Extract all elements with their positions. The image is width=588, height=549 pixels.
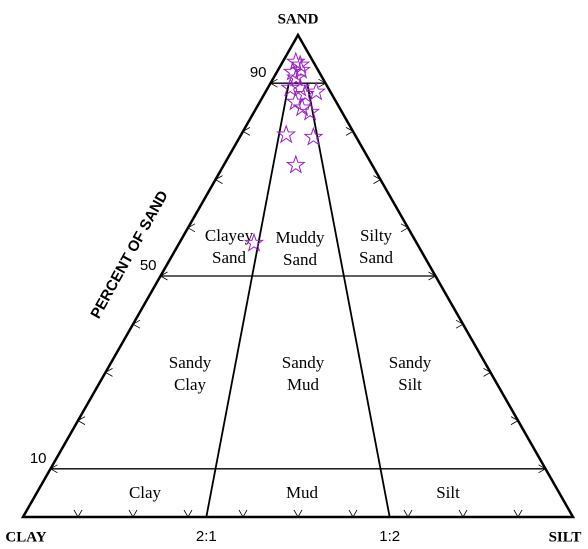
tick-mark — [77, 416, 86, 425]
star-marker — [243, 232, 265, 252]
sand-line-label: 50 — [140, 257, 157, 274]
ratio-line — [205, 83, 290, 518]
apex-label-sand: SAND — [278, 11, 319, 27]
field-label: Sand — [283, 250, 318, 269]
apex-label-silt: SILT — [549, 529, 582, 545]
sand-line-label: 90 — [250, 64, 267, 81]
ratio-line — [306, 83, 391, 518]
field-label: Sandy — [282, 353, 325, 372]
field-label: Silty — [360, 226, 393, 245]
tick-mark — [242, 127, 251, 136]
tick-mark — [73, 509, 83, 518]
tick-mark — [373, 175, 382, 184]
ratio-label: 2:1 — [196, 528, 217, 545]
star-marker — [292, 97, 313, 117]
field-label: Muddy — [275, 228, 325, 247]
field-label: Sandy — [389, 353, 432, 372]
star-marker — [306, 81, 327, 101]
tick-mark — [538, 464, 547, 474]
ratio-label: 1:2 — [379, 528, 400, 545]
field-label: Clay — [129, 483, 162, 502]
tick-mark — [104, 368, 113, 377]
star-marker — [276, 124, 297, 144]
tick-mark — [238, 509, 248, 518]
tick-mark — [510, 416, 519, 425]
star-marker — [294, 83, 315, 103]
star-marker — [285, 154, 306, 174]
tick-mark — [49, 464, 58, 474]
tick-mark — [128, 509, 138, 518]
tick-mark — [428, 271, 437, 281]
tick-mark — [187, 223, 196, 233]
star-marker — [303, 126, 324, 146]
field-label: Sand — [212, 248, 247, 267]
tick-mark — [132, 319, 141, 329]
tick-mark — [345, 127, 354, 136]
tick-mark — [269, 78, 278, 88]
tick-mark — [458, 509, 468, 518]
field-label: Sandy — [169, 353, 212, 372]
tick-mark — [293, 509, 303, 518]
tick-mark — [214, 175, 223, 184]
axis-label: PERCENT OF SAND — [87, 188, 171, 322]
field-label: Silt — [398, 375, 422, 394]
star-marker — [290, 54, 311, 74]
tick-mark — [318, 78, 327, 88]
tick-mark — [483, 368, 492, 377]
tick-mark — [455, 319, 464, 329]
field-label: Clay — [174, 375, 207, 394]
star-marker — [286, 67, 307, 87]
tick-mark — [400, 223, 409, 233]
star-marker — [300, 101, 321, 121]
field-label: Sand — [359, 248, 394, 267]
star-marker — [282, 61, 303, 81]
tick-mark — [403, 509, 413, 518]
sand-line-label: 10 — [30, 450, 47, 467]
tick-mark — [183, 509, 193, 518]
tick-mark — [348, 509, 358, 518]
field-label: Mud — [286, 483, 319, 502]
field-label: Silt — [436, 483, 460, 502]
star-marker — [291, 59, 312, 79]
apex-label-clay: CLAY — [5, 529, 46, 545]
field-label: Clayey — [205, 226, 254, 245]
tick-mark — [513, 509, 523, 518]
field-label: Mud — [287, 375, 320, 394]
tick-mark — [159, 271, 168, 281]
